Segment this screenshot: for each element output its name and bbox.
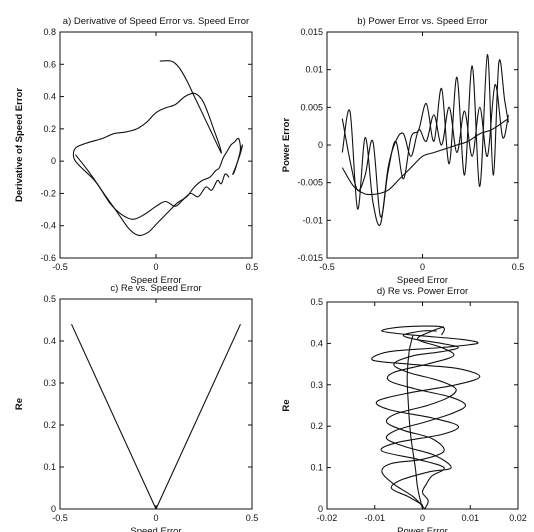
chart-title: d) Re vs. Power Error	[377, 286, 468, 297]
series-line-1	[70, 323, 242, 509]
y-tick-label: -0.01	[302, 215, 323, 225]
y-axis-label: Re	[281, 399, 292, 411]
x-axis-label: Speed Error	[130, 275, 181, 286]
y-tick-label: 0.1	[43, 462, 56, 472]
x-tick-label: 0.5	[246, 262, 259, 272]
y-tick-label: 0.4	[43, 92, 56, 102]
x-tick-label: 0	[420, 262, 425, 272]
y-tick-label: -0.2	[40, 188, 56, 198]
x-axis-label: Power Error	[397, 526, 448, 532]
axes-frame	[326, 301, 519, 510]
chart-panel-4: d) Re vs. Power Error Power Error Re -0.02 -…	[281, 286, 527, 532]
y-tick-label: 0	[318, 504, 323, 514]
y-tick-label: 0.4	[310, 338, 323, 348]
x-axis-label: Speed Error	[130, 526, 181, 532]
y-tick-label: 0.3	[310, 380, 323, 390]
series-line-1	[72, 60, 243, 237]
y-axis-label: Derivative of Speed Error	[14, 88, 25, 202]
series-line-2	[341, 54, 509, 218]
y-tick-label: -0.015	[297, 253, 323, 263]
y-tick-label: 0	[51, 504, 56, 514]
x-tick-label: -0.5	[52, 513, 68, 523]
x-tick-label: 0	[420, 513, 425, 523]
x-tick-label: 0	[153, 262, 158, 272]
y-tick-label: 0.01	[305, 65, 323, 75]
series-line-4	[406, 334, 424, 509]
y-axis-label: Re	[14, 398, 25, 410]
y-tick-label: -0.6	[40, 253, 56, 263]
y-tick-label: 0.2	[43, 124, 56, 134]
x-axis-label: Speed Error	[397, 275, 448, 286]
chart-title: c) Re vs. Speed Error	[110, 283, 201, 294]
series-line-2	[74, 154, 230, 220]
chart-title: b) Power Error vs. Speed Error	[357, 16, 487, 27]
series-line-3	[385, 326, 467, 506]
y-tick-label: 0.5	[43, 294, 56, 304]
x-tick-label: -0.5	[319, 262, 335, 272]
chart-panel-2: b) Power Error vs. Speed Error Speed Erro…	[281, 16, 524, 286]
y-tick-label: 0	[51, 156, 56, 166]
y-tick-label: 0.4	[43, 336, 56, 346]
y-tick-label: 0	[318, 140, 323, 150]
axes-frame	[59, 298, 253, 510]
x-tick-label: -0.01	[364, 513, 385, 523]
chart-title: a) Derivative of Speed Error vs. Speed E…	[63, 16, 249, 27]
y-tick-label: 0.8	[43, 27, 56, 37]
series-line-3	[341, 84, 509, 226]
y-tick-label: 0.5	[310, 297, 323, 307]
y-tick-label: 0.1	[310, 463, 323, 473]
series-line-2	[381, 330, 459, 509]
y-tick-label: -0.4	[40, 221, 56, 231]
series-line-1	[341, 118, 509, 196]
y-tick-label: -0.005	[297, 178, 323, 188]
x-tick-label: 0	[153, 513, 158, 523]
x-tick-label: 0.5	[512, 262, 525, 272]
x-tick-label: 0.5	[246, 513, 259, 523]
x-tick-label: 0.02	[509, 513, 527, 523]
y-tick-label: 0.2	[310, 421, 323, 431]
y-tick-label: 0.3	[43, 378, 56, 388]
y-tick-label: 0.6	[43, 59, 56, 69]
y-tick-label: 0.2	[43, 420, 56, 430]
chart-panel-1: a) Derivative of Speed Error vs. Speed E…	[14, 16, 258, 286]
y-tick-label: 0.005	[300, 102, 323, 112]
y-axis-label: Power Error	[281, 118, 292, 173]
x-tick-label: 0.01	[461, 513, 479, 523]
y-tick-label: 0.015	[300, 27, 323, 37]
x-tick-label: -0.02	[317, 513, 338, 523]
x-tick-label: -0.5	[52, 262, 68, 272]
